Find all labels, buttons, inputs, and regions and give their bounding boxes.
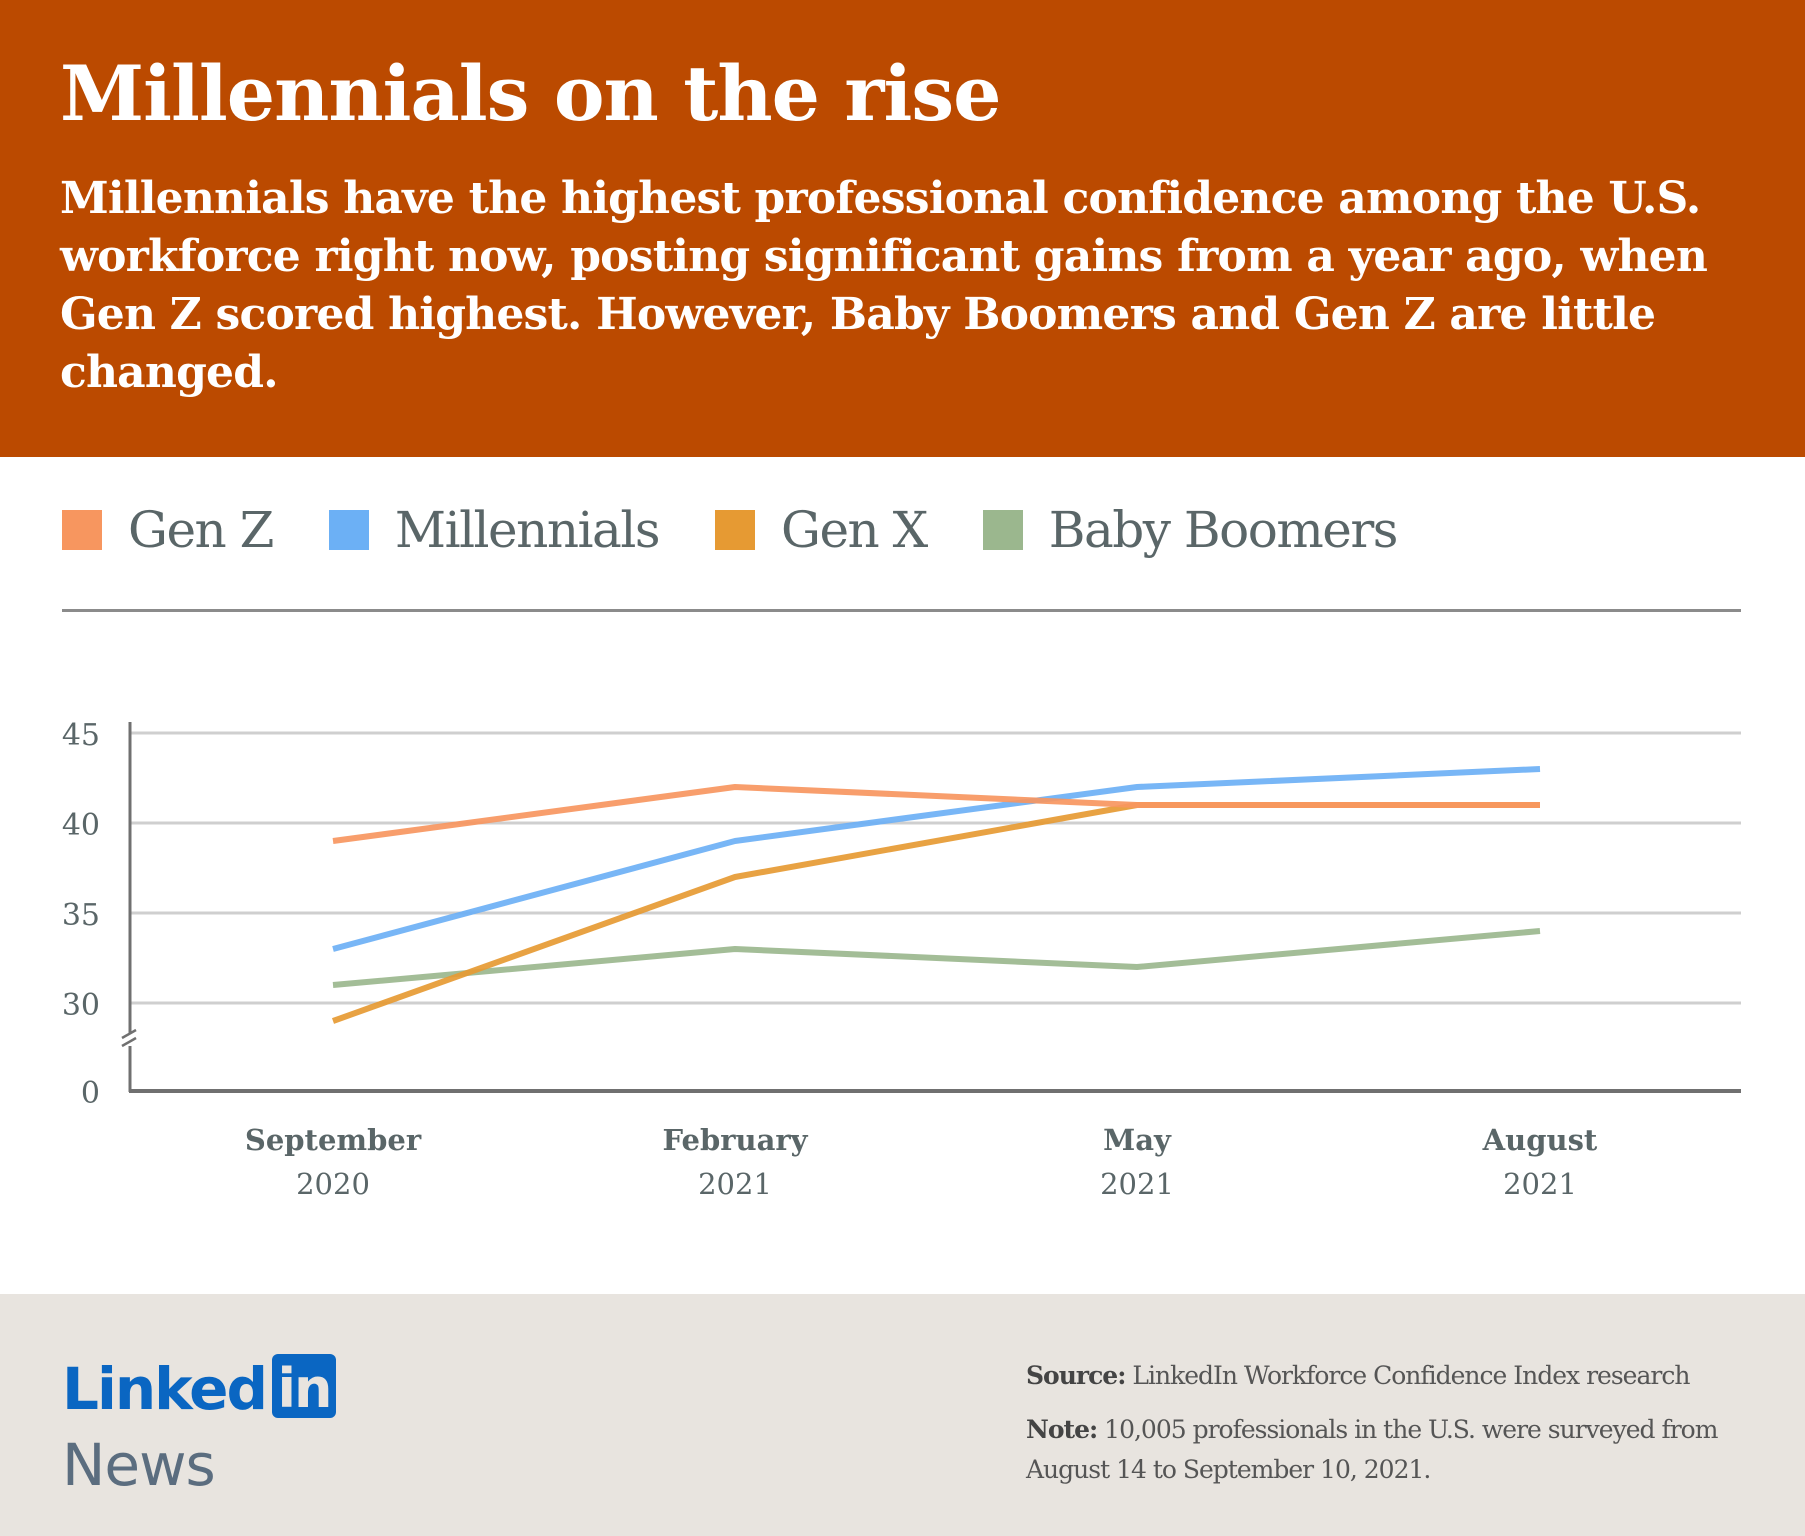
line-chart: 0 30 35 40 45 September 2020 February 2021 May 20… xyxy=(62,718,1741,1201)
note-label: Note: xyxy=(1026,1415,1098,1444)
source-line: Source: LinkedIn Workforce Confidence In… xyxy=(1026,1356,1786,1396)
source-text: LinkedIn Workforce Confidence Index rese… xyxy=(1125,1361,1690,1390)
note-line: Note: 10,005 professionals in the U.S. w… xyxy=(1026,1410,1786,1490)
y-tick-label: 40 xyxy=(62,808,100,843)
y-tick-label: 30 xyxy=(62,988,100,1023)
series-lines xyxy=(331,766,1541,1024)
header-banner: Millennials on the rise Millennials have… xyxy=(0,0,1805,457)
source-notes: Source: LinkedIn Workforce Confidence In… xyxy=(1026,1356,1786,1504)
note-text: 10,005 professionals in the U.S. were su… xyxy=(1026,1415,1718,1484)
legend: Gen Z Millennials Gen X Baby Boomers xyxy=(62,500,1453,560)
axes xyxy=(121,722,1741,1093)
legend-item-gen-x: Gen X xyxy=(715,500,928,560)
x-tick-label-year: 2021 xyxy=(698,1167,772,1201)
x-tick-label-month: May xyxy=(1103,1123,1172,1157)
y-axis-ticks: 0 30 35 40 45 xyxy=(62,718,100,1111)
series-line-millennials xyxy=(332,766,1541,952)
linkedin-in-icon: in xyxy=(272,1354,336,1420)
linkedin-logo: Linked in xyxy=(62,1354,336,1423)
y-tick-label: 35 xyxy=(62,898,100,933)
axis-break-mark xyxy=(121,1028,137,1040)
legend-item-millennials: Millennials xyxy=(328,500,661,560)
legend-swatch-gen-x xyxy=(715,510,755,550)
y-tick-label: 45 xyxy=(62,718,100,753)
chart-title: Millennials on the rise xyxy=(60,49,1001,138)
legend-label: Gen Z xyxy=(128,501,274,559)
legend-swatch-millennials xyxy=(328,510,369,550)
axis-break-mark xyxy=(121,1036,137,1048)
y-tick-label: 0 xyxy=(81,1076,100,1111)
legend-label: Baby Boomers xyxy=(1048,501,1399,559)
legend-label: Gen X xyxy=(781,501,928,559)
logo-news-label: News xyxy=(62,1431,216,1499)
gridlines xyxy=(130,731,1741,1005)
series-line-baby-boomers xyxy=(332,928,1541,988)
source-label: Source: xyxy=(1026,1361,1126,1390)
legend-item-gen-z: Gen Z xyxy=(62,500,274,560)
x-tick-label-month: September xyxy=(245,1123,422,1157)
x-tick-label-year: 2021 xyxy=(1503,1167,1577,1201)
x-tick-label-year: 2020 xyxy=(296,1167,370,1201)
x-tick-label-year: 2021 xyxy=(1100,1167,1174,1201)
legend-label: Millennials xyxy=(394,501,661,559)
footer: Linked in News Source: LinkedIn Workforc… xyxy=(0,1294,1805,1536)
logo-wordmark: Linked xyxy=(62,1355,268,1423)
x-tick-label-month: August xyxy=(1482,1123,1598,1157)
legend-divider xyxy=(62,609,1741,612)
chart-subtitle: Millennials have the highest professiona… xyxy=(60,173,1708,398)
legend-swatch-gen-z xyxy=(62,510,102,550)
series-line-gen-z xyxy=(332,784,1540,844)
x-tick-label-month: February xyxy=(662,1123,808,1157)
legend-item-baby-boomers: Baby Boomers xyxy=(982,500,1399,560)
legend-swatch-baby-boomers xyxy=(982,510,1023,550)
x-axis-ticks: September 2020 February 2021 May 2021 August 20… xyxy=(245,1123,1598,1201)
